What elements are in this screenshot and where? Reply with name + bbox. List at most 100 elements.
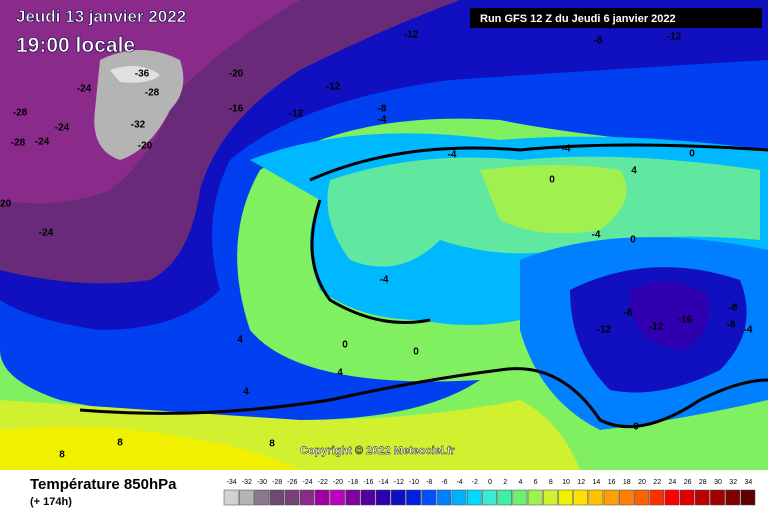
contour-label: 0 (689, 149, 695, 160)
scale-swatch (238, 489, 254, 506)
contour-label: -24 (35, 137, 50, 148)
scale-label: -4 (456, 479, 462, 486)
contour-labels: -12-8 -12-20-24 -28-12-16 -12 -8-4-28-24-28-… (0, 30, 753, 461)
contour-label: 8 (59, 450, 65, 461)
scale-swatch (512, 489, 528, 506)
scale-swatch (710, 489, 725, 506)
contour-label: 4 (631, 166, 637, 177)
scale-label: 16 (608, 479, 616, 486)
contour-label: -12 (597, 325, 612, 336)
contour-label: 0 (633, 422, 639, 433)
scale-swatch (299, 489, 315, 506)
contour-label: -20 (229, 69, 244, 80)
scale-swatch (542, 489, 558, 506)
scale-label: -12 (394, 479, 404, 486)
run-box (470, 8, 762, 28)
scale-label: -10 (409, 479, 419, 486)
contour-label: -12 (649, 322, 664, 333)
contour-label: 4 (337, 368, 343, 379)
scale-swatch (694, 489, 710, 506)
scale-label: -28 (272, 479, 282, 486)
contour-label: -4 (562, 144, 571, 155)
contour-label: -12 (667, 32, 682, 43)
scale-label: -32 (242, 479, 252, 486)
scale-swatch (436, 489, 452, 506)
scale-label: 14 (593, 479, 601, 486)
scale-swatch (269, 489, 285, 506)
contour-label: -36 (135, 69, 150, 80)
scale-swatch (558, 489, 573, 506)
scale-label: 18 (623, 479, 631, 486)
scale-swatch (406, 489, 421, 506)
contour-label: -4 (592, 230, 601, 241)
scale-label: 6 (534, 479, 538, 486)
contour-label: -8 (729, 303, 738, 314)
contour-label: -4 (380, 275, 389, 286)
contour-label: 4 (243, 387, 249, 398)
contour-label: 0 (342, 340, 348, 351)
contour-label: -16 (678, 315, 693, 326)
scale-swatch (679, 489, 695, 506)
scale-label: 32 (729, 479, 737, 486)
contour-label: -20 (138, 141, 153, 152)
contour-label: -28 (145, 88, 160, 99)
scale-swatch (345, 489, 361, 506)
contour-label: -24 (77, 84, 92, 95)
local-time: 19:00 locale (16, 34, 135, 57)
scale-swatch (497, 489, 513, 506)
contour-label: -28 (13, 108, 28, 119)
scale-swatch (588, 489, 604, 506)
contour-label: 8 (269, 439, 275, 450)
run-info: Run GFS 12 Z du Jeudi 6 janvier 2022 (480, 13, 676, 25)
scale-label: -22 (318, 479, 328, 486)
date: Jeudi 13 janvier 2022 (16, 7, 186, 26)
scale-label: 2 (503, 479, 507, 486)
contour-label: -12 (404, 30, 419, 41)
scale-label: 24 (669, 479, 677, 486)
contour-label: -32 (131, 120, 146, 131)
scale-label: -16 (363, 479, 373, 486)
variable: Température 850hPa (30, 476, 177, 493)
contour-label: -24 (55, 123, 70, 134)
scale-label: 12 (577, 479, 585, 486)
scale-label: -14 (379, 479, 389, 486)
scale-label: -26 (287, 479, 297, 486)
map-background (0, 0, 768, 470)
contour-label: -16 (229, 104, 244, 115)
scale-label: -8 (426, 479, 432, 486)
color-scale: -34 -32 -30 -28 -26 -24 -22 -20 -18 -16 -14 -12 -10-… (223, 479, 756, 506)
scale-label: -2 (472, 479, 478, 486)
contour-label: 0 (413, 347, 419, 358)
scale-swatch (664, 489, 680, 506)
lead-time: (+ 174h) (30, 496, 72, 508)
contour-label: -20 (0, 199, 12, 210)
scale-swatch (740, 489, 756, 506)
contour-label: -8 (378, 104, 387, 115)
scale-label: 8 (549, 479, 553, 486)
scale-swatch (482, 489, 497, 506)
scale-label: -24 (303, 479, 313, 486)
scale-label: 22 (653, 479, 661, 486)
scale-swatch (314, 489, 330, 506)
scale-swatch (649, 489, 665, 506)
scale-label: -20 (333, 479, 343, 486)
scale-swatch (360, 489, 376, 506)
contour-label: 4 (237, 335, 243, 346)
contour-label: 0 (630, 235, 636, 246)
scale-swatch (725, 489, 741, 506)
scale-label: 0 (488, 479, 492, 486)
contour-label: -8 (624, 308, 633, 319)
scale-label: 20 (638, 479, 646, 486)
scale-label: 30 (714, 479, 722, 486)
scale-label: -30 (257, 479, 267, 486)
contour-label: 8 (117, 438, 123, 449)
contour-label: -8 (594, 36, 603, 47)
copyright: Copyright © 2022 Meteociel.fr (300, 445, 456, 457)
scale-swatch (254, 489, 269, 506)
contour-label: -12 (289, 109, 304, 120)
scale-swatch (618, 489, 634, 506)
scale-swatch (421, 489, 437, 506)
contour-label: 0 (549, 175, 555, 186)
scale-label: -18 (348, 479, 358, 486)
scale-swatch (634, 489, 649, 506)
